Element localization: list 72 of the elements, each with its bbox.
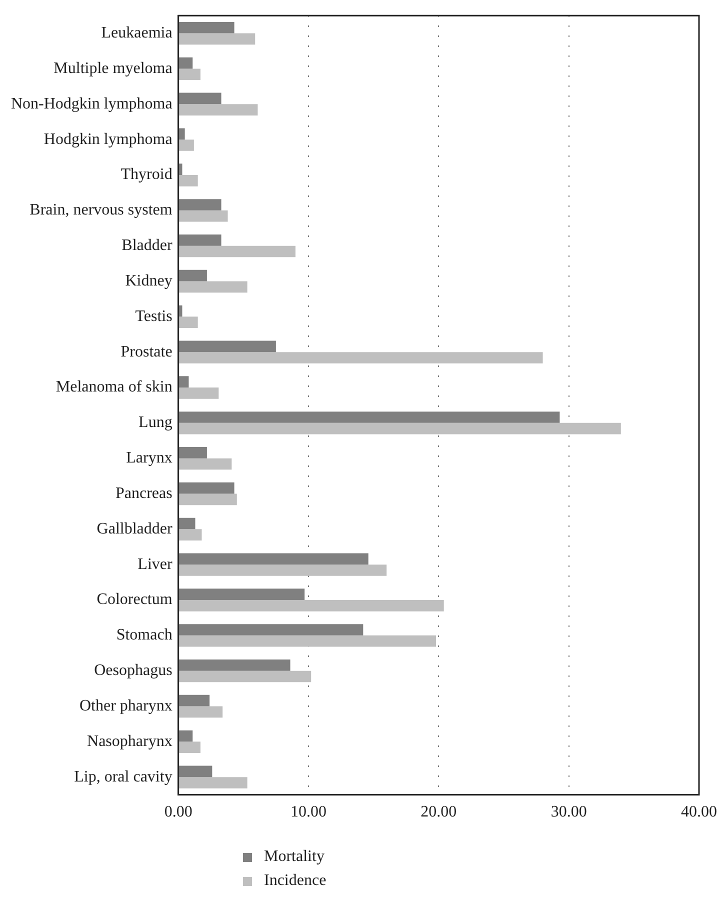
bar xyxy=(178,340,276,352)
y-tick-label: Oesophagus xyxy=(94,662,172,680)
bar xyxy=(178,600,444,612)
bar xyxy=(178,742,200,754)
x-tick-label: 0.00 xyxy=(164,804,192,821)
legend-label: Mortality xyxy=(264,848,324,866)
bar xyxy=(178,376,189,388)
y-tick-label: Pancreas xyxy=(115,484,172,502)
y-tick-label: Non-Hodgkin lymphoma xyxy=(10,95,172,112)
x-tick-label: 20.00 xyxy=(420,804,457,821)
bar xyxy=(178,234,222,246)
x-tick-label: 10.00 xyxy=(290,804,326,821)
x-tick-label: 30.00 xyxy=(550,804,587,821)
bar xyxy=(178,140,194,151)
bar xyxy=(178,68,200,80)
bar xyxy=(178,624,364,636)
y-tick-label: Thyroid xyxy=(120,166,172,184)
bar xyxy=(178,174,198,186)
bar xyxy=(178,766,212,778)
bar xyxy=(178,210,228,222)
bar xyxy=(178,777,248,788)
bar xyxy=(178,446,207,458)
bar xyxy=(178,730,193,742)
y-tick-label: Lip, oral cavity xyxy=(74,768,172,786)
bar xyxy=(178,128,185,140)
y-tick-label: Multiple myeloma xyxy=(54,60,172,77)
y-tick-label: Stomach xyxy=(116,626,172,644)
bar xyxy=(178,412,560,423)
y-tick-label: Colorectum xyxy=(96,591,173,608)
bar xyxy=(178,164,182,175)
y-tick-label: Hodgkin lymphoma xyxy=(44,130,172,148)
bar xyxy=(178,33,256,45)
y-tick-label: Melanoma of skin xyxy=(56,378,172,396)
bar xyxy=(178,660,290,671)
bar xyxy=(178,281,248,293)
y-tick-label: Liver xyxy=(138,556,173,573)
bar xyxy=(178,199,222,210)
bar xyxy=(178,564,387,576)
bar xyxy=(178,458,232,470)
bar xyxy=(178,22,234,34)
bar xyxy=(178,553,368,565)
y-tick-label: Leukaemia xyxy=(101,24,172,42)
y-tick-label: Bladder xyxy=(122,237,173,254)
y-tick-label: Nasopharynx xyxy=(87,732,172,750)
y-tick-label: Kidney xyxy=(125,272,172,290)
y-tick-label: Prostate xyxy=(120,343,172,360)
bar xyxy=(178,316,198,328)
y-tick-label: Gallbladder xyxy=(96,520,173,538)
bar xyxy=(178,482,234,494)
y-tick-label: Other pharynx xyxy=(79,697,172,714)
legend-label: Incidence xyxy=(264,872,326,890)
bar xyxy=(178,422,621,434)
y-tick-label: Lung xyxy=(138,414,172,432)
bar xyxy=(178,104,258,116)
bar xyxy=(178,670,312,682)
bar xyxy=(178,635,436,647)
bar xyxy=(178,57,193,69)
bar xyxy=(178,518,196,530)
bar xyxy=(178,92,222,104)
y-tick-label: Brain, nervous system xyxy=(30,202,173,219)
bar xyxy=(178,694,210,706)
bar xyxy=(178,588,305,600)
bar xyxy=(178,494,237,506)
bar xyxy=(178,387,219,399)
bar xyxy=(178,706,223,718)
bar xyxy=(178,246,296,258)
bar xyxy=(178,352,543,364)
bar xyxy=(178,529,202,540)
y-tick-label: Larynx xyxy=(126,450,172,467)
bar xyxy=(178,270,207,282)
x-tick-label: 40.00 xyxy=(681,804,717,821)
y-tick-label: Testis xyxy=(135,308,172,325)
